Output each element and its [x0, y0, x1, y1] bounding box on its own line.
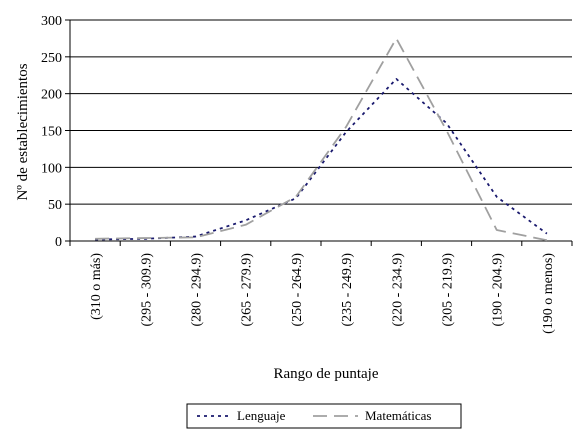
x-tick-label: (295 - 309.9) [139, 253, 154, 327]
y-tick-label: 250 [41, 51, 62, 66]
y-tick-label: 150 [41, 125, 62, 140]
y-tick-label: 0 [55, 235, 62, 250]
axes [65, 19, 573, 246]
y-tick-label: 200 [41, 88, 62, 103]
x-tick-label: (205 - 219.9) [441, 253, 456, 327]
legend-label-0: Lenguaje [237, 408, 286, 423]
grid-lines [70, 19, 572, 205]
x-tick-label: (220 - 234.9) [390, 253, 405, 327]
x-tick-label: (310 o más) [89, 253, 104, 320]
legend-label-1: Matemáticas [365, 408, 431, 423]
y-tick-labels: 0 50 100 150 200 250 300 [41, 14, 62, 250]
series-lines [95, 37, 548, 242]
x-tick-labels: (310 o más) (295 - 309.9) (280 - 294.9) (26… [89, 253, 556, 334]
y-axis-title: Nº de establecimientos [15, 63, 31, 200]
x-tick-label: (190 o menos) [541, 253, 556, 334]
series-line-1 [95, 37, 548, 242]
x-axis-title: Rango de puntaje [274, 366, 379, 382]
series-line-0 [95, 78, 548, 241]
x-tick-label: (190 - 204.9) [491, 253, 506, 327]
y-tick-label: 300 [41, 14, 62, 29]
legend: Lenguaje Matemáticas [186, 403, 462, 429]
x-tick-label: (265 - 279.9) [240, 253, 255, 327]
x-tick-label: (250 - 264.9) [290, 253, 305, 327]
x-tick-label: (280 - 294.9) [190, 253, 205, 327]
y-tick-label: 50 [48, 198, 62, 213]
y-tick-label: 100 [41, 161, 62, 176]
x-tick-label: (235 - 249.9) [340, 253, 355, 327]
